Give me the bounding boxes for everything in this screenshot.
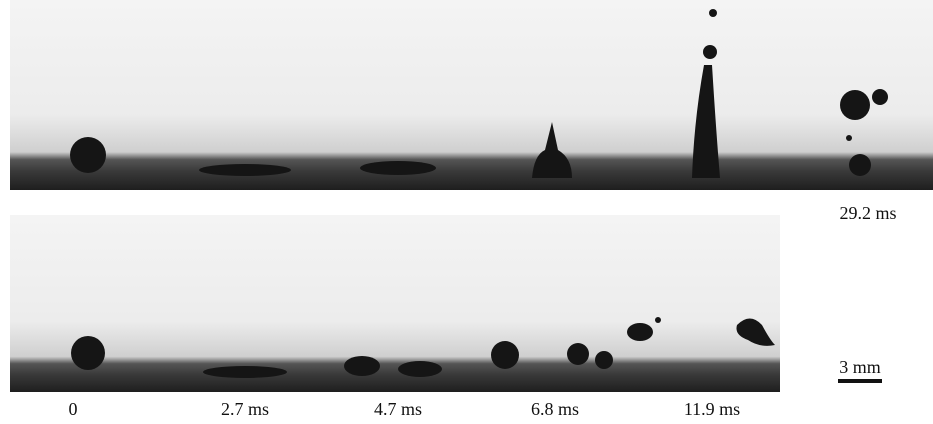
frame [626, 215, 780, 392]
droplet [70, 137, 106, 173]
bottom-row [10, 215, 780, 392]
frame [164, 215, 318, 392]
droplet [703, 45, 717, 59]
droplet [840, 90, 870, 120]
figure: 29.2 ms 0 2.7 ms 4.7 ms 6.8 ms 11.9 ms 3… [0, 0, 933, 424]
droplet [491, 341, 519, 369]
droplet [846, 135, 852, 141]
droplet [709, 9, 717, 17]
droplet [567, 343, 589, 365]
top-row [10, 0, 933, 190]
droplet [203, 366, 287, 378]
droplet [627, 323, 653, 341]
droplet [655, 317, 661, 323]
droplet [398, 361, 442, 377]
frame-label: 4.7 ms [374, 399, 422, 419]
scale-bar [838, 379, 882, 383]
frame [318, 215, 472, 392]
droplet [595, 351, 613, 369]
frame [164, 0, 318, 190]
frame-label: 0 [69, 399, 78, 419]
scale-bar-label: 3 mm [839, 357, 881, 377]
droplet [199, 164, 291, 176]
droplet [360, 161, 436, 175]
frame-label: 6.8 ms [531, 399, 579, 419]
droplet [849, 154, 871, 176]
droplet [872, 89, 888, 105]
frame-label: 29.2 ms [839, 203, 896, 223]
frame-label: 11.9 ms [684, 399, 740, 419]
droplet [71, 336, 105, 370]
droplet [344, 356, 380, 376]
frame-label: 2.7 ms [221, 399, 269, 419]
